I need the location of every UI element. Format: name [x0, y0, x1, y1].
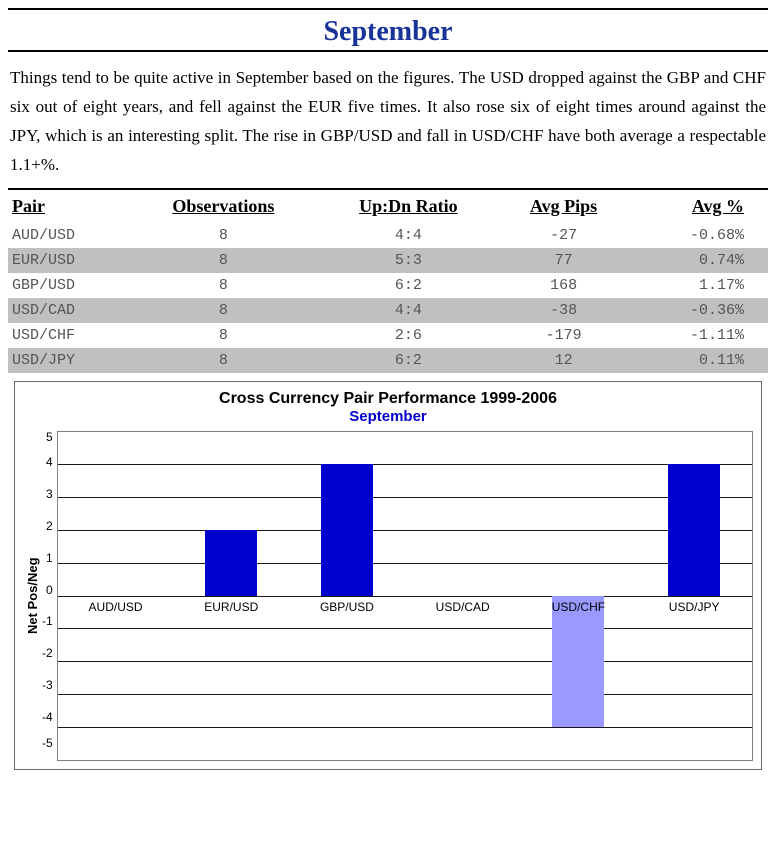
y-tick: -3: [42, 679, 53, 691]
cell-pips: -27: [499, 223, 627, 248]
cell-ratio: 2:6: [317, 323, 499, 348]
cell-ratio: 4:4: [317, 298, 499, 323]
chart-area: Net Pos/Neg 5 4 3 2 1 0 -1 -2 -3 -4 -5 AUD/USD EUR/…: [23, 431, 753, 761]
cell-pct: 0.74%: [628, 248, 768, 273]
col-pips: Avg Pips: [499, 190, 627, 223]
y-tick: 3: [42, 488, 53, 500]
body-paragraph: Things tend to be quite active in Septem…: [8, 60, 768, 188]
cell-obs: 8: [129, 348, 317, 373]
chart-title: Cross Currency Pair Performance 1999-200…: [23, 390, 753, 408]
table-row: EUR/USD85:3770.74%: [8, 248, 768, 273]
x-label: USD/CAD: [436, 600, 490, 614]
bar: [321, 464, 373, 595]
chart-container: Cross Currency Pair Performance 1999-200…: [14, 381, 762, 770]
cell-obs: 8: [129, 273, 317, 298]
cell-pips: -179: [499, 323, 627, 348]
y-tick: 4: [42, 456, 53, 468]
cell-pips: 77: [499, 248, 627, 273]
cell-pair: EUR/USD: [8, 248, 129, 273]
cell-ratio: 5:3: [317, 248, 499, 273]
cell-obs: 8: [129, 323, 317, 348]
x-label: EUR/USD: [204, 600, 258, 614]
cell-pair: USD/JPY: [8, 348, 129, 373]
y-tick: 2: [42, 520, 53, 532]
chart-subtitle: September: [23, 408, 753, 425]
cell-pct: -1.11%: [628, 323, 768, 348]
col-ratio: Up:Dn Ratio: [317, 190, 499, 223]
currency-table: Pair Observations Up:Dn Ratio Avg Pips A…: [8, 190, 768, 373]
cell-pair: USD/CHF: [8, 323, 129, 348]
gridline: [58, 661, 752, 662]
y-tick: 0: [42, 584, 53, 596]
cell-pips: 168: [499, 273, 627, 298]
gridline: [58, 628, 752, 629]
table-header-row: Pair Observations Up:Dn Ratio Avg Pips A…: [8, 190, 768, 223]
y-tick: -5: [42, 737, 53, 749]
y-tick: -1: [42, 615, 53, 627]
x-label: AUD/USD: [89, 600, 143, 614]
cell-pct: 0.11%: [628, 348, 768, 373]
cell-pct: -0.36%: [628, 298, 768, 323]
table-row: USD/CHF82:6-179-1.11%: [8, 323, 768, 348]
table-row: AUD/USD84:4-27-0.68%: [8, 223, 768, 248]
bar: [552, 596, 604, 727]
gridline: [58, 563, 752, 564]
y-tick: -2: [42, 647, 53, 659]
cell-pips: 12: [499, 348, 627, 373]
gridline: [58, 596, 752, 597]
cell-pips: -38: [499, 298, 627, 323]
col-obs: Observations: [129, 190, 317, 223]
cell-pair: GBP/USD: [8, 273, 129, 298]
cell-pair: USD/CAD: [8, 298, 129, 323]
y-tick: 1: [42, 552, 53, 564]
cell-obs: 8: [129, 298, 317, 323]
plot-area: AUD/USD EUR/USD GBP/USD USD/CAD USD/CHF USD/J…: [57, 431, 753, 761]
rule-below-title: [8, 50, 768, 52]
cell-ratio: 4:4: [317, 223, 499, 248]
cell-ratio: 6:2: [317, 348, 499, 373]
x-label: USD/CHF: [552, 600, 605, 614]
y-tick: 5: [42, 431, 53, 443]
x-label: GBP/USD: [320, 600, 374, 614]
table-row: USD/JPY86:2120.11%: [8, 348, 768, 373]
gridline: [58, 727, 752, 728]
page-title: September: [8, 12, 768, 50]
cell-ratio: 6:2: [317, 273, 499, 298]
gridline: [58, 530, 752, 531]
table-row: GBP/USD86:21681.17%: [8, 273, 768, 298]
cell-pct: 1.17%: [628, 273, 768, 298]
bar: [205, 530, 257, 596]
cell-pct: -0.68%: [628, 223, 768, 248]
y-ticks: 5 4 3 2 1 0 -1 -2 -3 -4 -5: [42, 431, 57, 761]
rule-top: [8, 8, 768, 10]
table-row: USD/CAD84:4-38-0.36%: [8, 298, 768, 323]
x-label: USD/JPY: [669, 600, 720, 614]
cell-obs: 8: [129, 248, 317, 273]
bar: [668, 464, 720, 595]
y-axis-label: Net Pos/Neg: [23, 431, 42, 761]
col-pair: Pair: [8, 190, 129, 223]
gridline: [58, 694, 752, 695]
cell-pair: AUD/USD: [8, 223, 129, 248]
cell-obs: 8: [129, 223, 317, 248]
y-tick: -4: [42, 711, 53, 723]
gridline: [58, 497, 752, 498]
col-pct: Avg %: [628, 190, 768, 223]
gridline: [58, 464, 752, 465]
